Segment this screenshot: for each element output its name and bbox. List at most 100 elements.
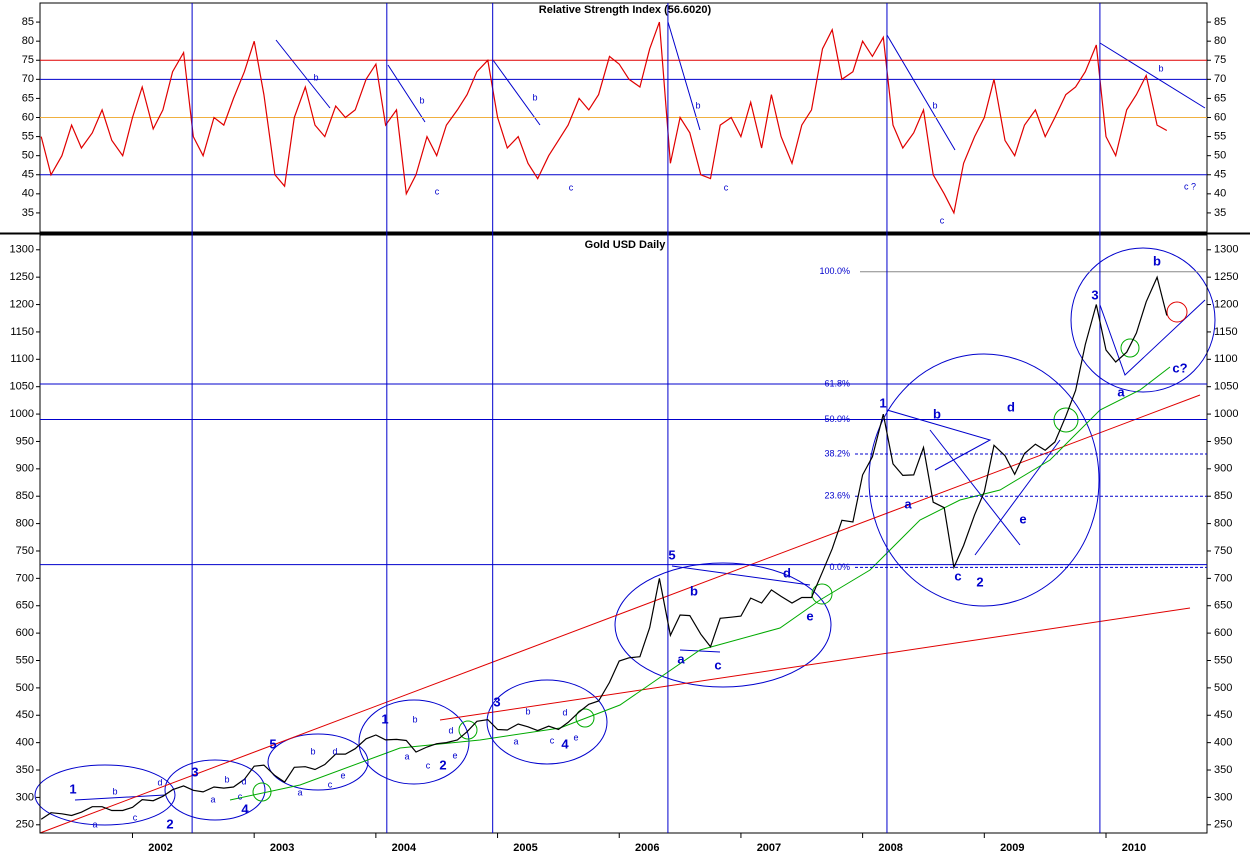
x-tick-label: 2010	[1122, 842, 1146, 854]
y-tick-label: 50	[22, 150, 34, 162]
fib-label: 50.0%	[824, 414, 850, 424]
marker-circle	[575, 708, 595, 728]
wave-label: c	[426, 760, 431, 770]
y-tick-label: 650	[16, 600, 34, 612]
x-tick-label: 2004	[392, 842, 417, 854]
wave-label: e	[340, 770, 345, 780]
x-tick-label: 2005	[513, 842, 537, 854]
y-tick-label: 450	[16, 709, 34, 721]
wave-label: a	[404, 751, 409, 761]
y-tick-label: 1150	[10, 326, 34, 338]
wave-ellipse	[614, 562, 832, 688]
rsi-trend-line	[275, 39, 331, 109]
y-tick-label: 500	[1214, 682, 1232, 694]
wave-label: d	[1007, 399, 1015, 414]
trend-line	[1099, 299, 1206, 376]
wave-label: e	[1019, 511, 1026, 526]
wave-label: b	[532, 92, 537, 102]
y-tick-label: 70	[22, 73, 34, 85]
fib-label: 38.2%	[824, 448, 850, 458]
trend-line	[679, 649, 721, 653]
wave-label: 3	[1091, 287, 1098, 302]
y-tick-label: 1300	[1214, 244, 1238, 256]
y-tick-label: 65	[1214, 92, 1226, 104]
rsi-trend-line	[387, 64, 426, 123]
rsi-trend-line	[492, 59, 541, 126]
wave-label: 4	[241, 801, 249, 816]
wave-label: d	[783, 565, 791, 580]
wave-label: a	[904, 496, 912, 511]
x-tick-label: 2009	[1000, 842, 1024, 854]
wave-label: 3	[493, 694, 500, 709]
wave-ellipse	[868, 353, 1100, 607]
y-tick-label: 250	[1214, 819, 1232, 831]
marker-circle	[252, 782, 272, 802]
wave-label: a	[297, 787, 302, 797]
wave-label: c	[940, 215, 945, 225]
y-tick-label: 1100	[10, 353, 34, 365]
fib-label: 100.0%	[819, 266, 850, 276]
y-tick-label: 55	[1214, 130, 1226, 142]
trend-line	[671, 565, 811, 586]
y-tick-label: 850	[1214, 490, 1232, 502]
rsi-trend-line	[1099, 42, 1206, 109]
y-tick-label: 800	[1214, 518, 1232, 530]
fib-label: 0.0%	[829, 562, 850, 572]
wave-ellipse	[164, 759, 266, 821]
y-tick-label: 600	[16, 627, 34, 639]
y-tick-label: 750	[1214, 545, 1232, 557]
wave-label: d	[448, 725, 453, 735]
wave-label: d	[157, 777, 162, 787]
marker-circle	[1166, 301, 1188, 323]
y-tick-label: 800	[16, 518, 34, 530]
series-line	[40, 21, 1168, 215]
y-tick-label: 35	[1214, 207, 1226, 219]
wave-label: d	[241, 776, 246, 786]
wave-label: a	[1117, 384, 1125, 399]
trend-line	[929, 429, 1021, 546]
wave-ellipse	[486, 679, 608, 765]
series-line	[40, 275, 1168, 820]
wave-label: a	[677, 651, 685, 666]
y-tick-label: 70	[1214, 73, 1226, 85]
wave-label: 2	[976, 574, 983, 589]
wave-label: 1	[381, 711, 388, 726]
wave-label: 2	[166, 816, 173, 831]
trend-line	[974, 439, 1061, 556]
wave-label: 5	[668, 547, 675, 562]
wave-label: b	[313, 72, 318, 82]
y-tick-label: 950	[16, 435, 34, 447]
y-tick-label: 40	[1214, 188, 1226, 200]
wave-label: a	[513, 736, 518, 746]
y-tick-label: 550	[16, 654, 34, 666]
wave-label: b	[1153, 253, 1161, 268]
y-tick-label: 1250	[10, 271, 34, 283]
y-tick-label: 700	[1214, 572, 1232, 584]
y-tick-label: 900	[1214, 463, 1232, 475]
y-tick-label: 80	[22, 35, 34, 47]
price-title: Gold USD Daily	[585, 239, 667, 251]
y-tick-label: 350	[16, 764, 34, 776]
y-tick-label: 45	[22, 169, 34, 181]
wave-label: b	[412, 714, 417, 724]
x-tick-label: 2006	[635, 842, 659, 854]
x-tick-label: 2008	[878, 842, 902, 854]
y-tick-label: 700	[16, 572, 34, 584]
wave-label: c	[238, 791, 243, 801]
wave-label: c	[954, 568, 961, 583]
y-tick-label: 65	[22, 92, 34, 104]
panel-frame	[39, 234, 1208, 834]
y-tick-label: 300	[16, 791, 34, 803]
y-tick-label: 400	[16, 737, 34, 749]
wave-label: b	[690, 583, 698, 598]
x-tick-label: 2007	[757, 842, 781, 854]
wave-label: c	[569, 182, 574, 192]
y-tick-label: 1000	[10, 408, 34, 420]
wave-label: a	[92, 819, 97, 829]
wave-label: b	[695, 100, 700, 110]
wave-ellipse	[1070, 247, 1216, 393]
wave-label: c?	[1172, 360, 1187, 375]
wave-label: 5	[269, 736, 276, 751]
rsi-trend-line	[886, 34, 956, 151]
